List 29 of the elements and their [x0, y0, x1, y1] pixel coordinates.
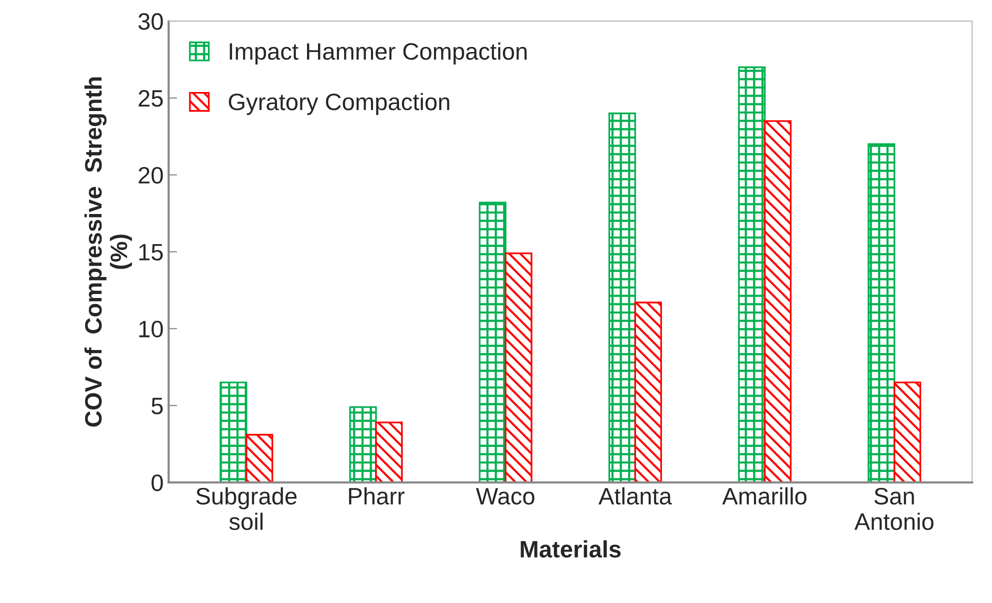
y-tick-label: 25 — [138, 90, 163, 107]
bar — [608, 112, 636, 482]
x-tick-label: Pharr — [349, 487, 404, 505]
bar — [894, 382, 922, 482]
y-tick-label: 20 — [138, 166, 163, 184]
legend-label: Gyratory Compaction — [228, 92, 450, 115]
y-tick-label: 5 — [152, 398, 163, 414]
legend-label: Impact Hammer Compaction — [230, 42, 527, 64]
bar — [478, 202, 506, 482]
bar — [504, 252, 532, 482]
x-tick-label: Atlanta — [598, 487, 672, 505]
y-tick-label: 10 — [139, 320, 163, 338]
bar — [868, 143, 896, 482]
y-tick-label: 0 — [152, 474, 163, 492]
bar — [738, 66, 766, 482]
x-axis-title: Materials — [520, 540, 621, 558]
bar — [634, 302, 662, 482]
x-tick-label: Amarillo — [722, 487, 806, 505]
y-tick-label: 30 — [138, 13, 163, 30]
x-tick-label: Waco — [476, 488, 534, 505]
y-tick-label: 15 — [139, 244, 163, 261]
y-axis-title: COV of Compressive Stregnth (%) — [84, 77, 132, 427]
bar — [246, 434, 274, 482]
bar — [375, 422, 403, 482]
bar — [349, 406, 377, 482]
bar — [220, 382, 248, 482]
x-tick-label: Subgrade soil — [196, 487, 297, 530]
x-tick-label: San Antonio — [854, 488, 934, 530]
bar — [764, 120, 792, 482]
